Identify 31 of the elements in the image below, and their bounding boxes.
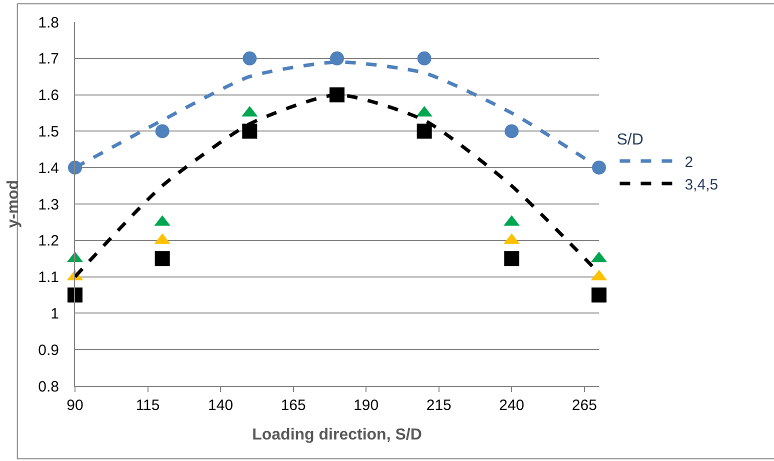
y-tick-label: 1.5 <box>38 123 59 140</box>
point <box>416 124 432 139</box>
legend-label: 2 <box>684 154 694 171</box>
x-tick-label: 240 <box>499 397 524 414</box>
x-tick-label: 215 <box>426 397 452 414</box>
point <box>242 51 257 66</box>
point <box>417 51 432 66</box>
x-tick-label: 190 <box>354 397 379 414</box>
y-tick-label: 0.9 <box>38 342 59 359</box>
y-tick-label: 1.6 <box>38 87 59 104</box>
y-tick-label: 1.4 <box>38 160 59 177</box>
y-axis-title: y-mod <box>5 180 22 228</box>
y-tick-label: 1.1 <box>38 269 59 286</box>
x-axis-title: Loading direction, S/D <box>252 426 422 444</box>
point <box>242 124 258 139</box>
y-tick-label: 0.8 <box>38 378 59 396</box>
x-tick-label: 165 <box>280 397 306 414</box>
legend-title: S/D <box>616 132 644 149</box>
y-tick-label: 1.7 <box>38 50 59 68</box>
x-tick-label: 90 <box>66 397 84 414</box>
point <box>330 51 344 66</box>
x-tick-label: 140 <box>208 397 234 414</box>
y-tick-label: 1.2 <box>38 232 59 250</box>
x-tick-label: 115 <box>136 397 160 414</box>
legend-label: 3,4,5 <box>684 176 718 194</box>
point <box>155 124 170 138</box>
x-tick-label: 265 <box>572 397 597 414</box>
y-tick-label: 1.3 <box>38 196 59 214</box>
y-tick-label: 1 <box>50 305 59 322</box>
y-tick-label: 1.8 <box>38 14 59 32</box>
point <box>504 124 519 138</box>
